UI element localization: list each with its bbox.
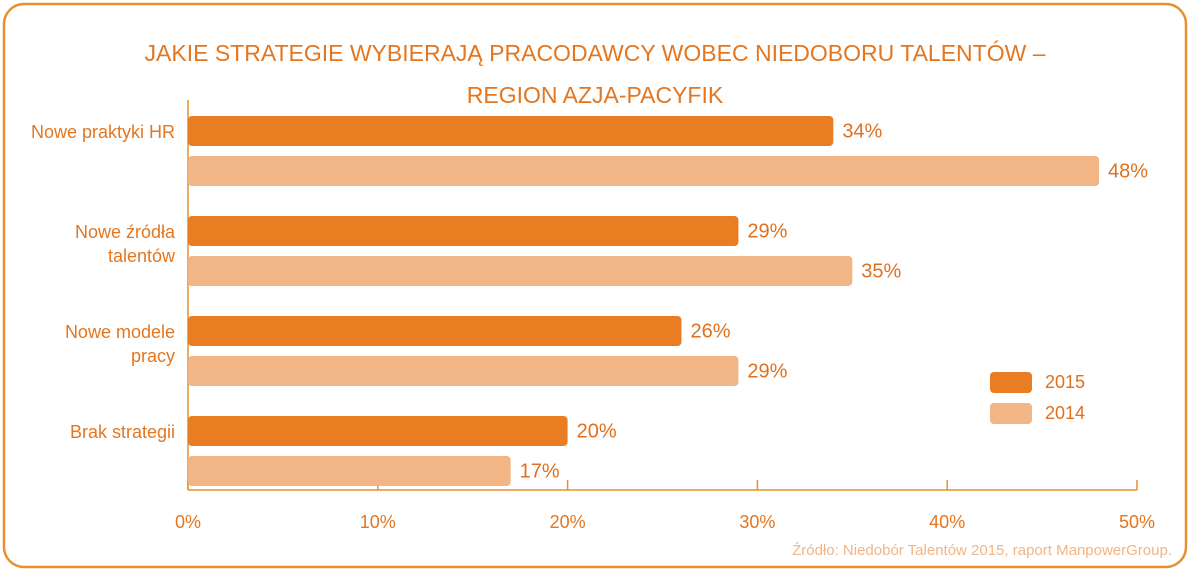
category-label: Nowe modele pracy: [64, 322, 175, 366]
x-tick-label: 40%: [929, 512, 965, 532]
bar: [188, 156, 1100, 186]
bar: [188, 456, 511, 486]
x-tick-label: 20%: [550, 512, 586, 532]
value-label: 34%: [842, 120, 882, 142]
value-label: 29%: [747, 220, 787, 242]
value-label: 20%: [577, 420, 617, 442]
category-label: Brak strategii: [69, 422, 175, 442]
bar: [188, 356, 739, 386]
x-tick-label: 10%: [360, 512, 396, 532]
bar: [188, 256, 853, 286]
source-note: Źródło: Niedobór Talentów 2015, raport M…: [792, 542, 1172, 559]
legend-label: 2015: [1045, 372, 1085, 392]
bar: [188, 416, 568, 446]
category-label: Nowe źródła talentów: [74, 222, 175, 266]
legend-swatch: [990, 372, 1032, 393]
bar: [188, 216, 739, 246]
chart-title: JAKIE STRATEGIE WYBIERAJĄ PRACODAWCY WOB…: [144, 40, 1046, 108]
bar: [188, 316, 682, 346]
value-label: 17%: [520, 460, 560, 482]
value-label: 48%: [1108, 160, 1148, 182]
x-tick-label: 50%: [1119, 512, 1155, 532]
category-label: Nowe praktyki HR: [30, 122, 175, 142]
value-label: 29%: [747, 360, 787, 382]
bar: [188, 116, 834, 146]
x-tick-label: 0%: [175, 512, 201, 532]
value-label: 35%: [861, 260, 901, 282]
legend-swatch: [990, 403, 1032, 424]
x-tick-label: 30%: [739, 512, 775, 532]
value-label: 26%: [690, 320, 730, 342]
legend-label: 2014: [1045, 403, 1085, 423]
